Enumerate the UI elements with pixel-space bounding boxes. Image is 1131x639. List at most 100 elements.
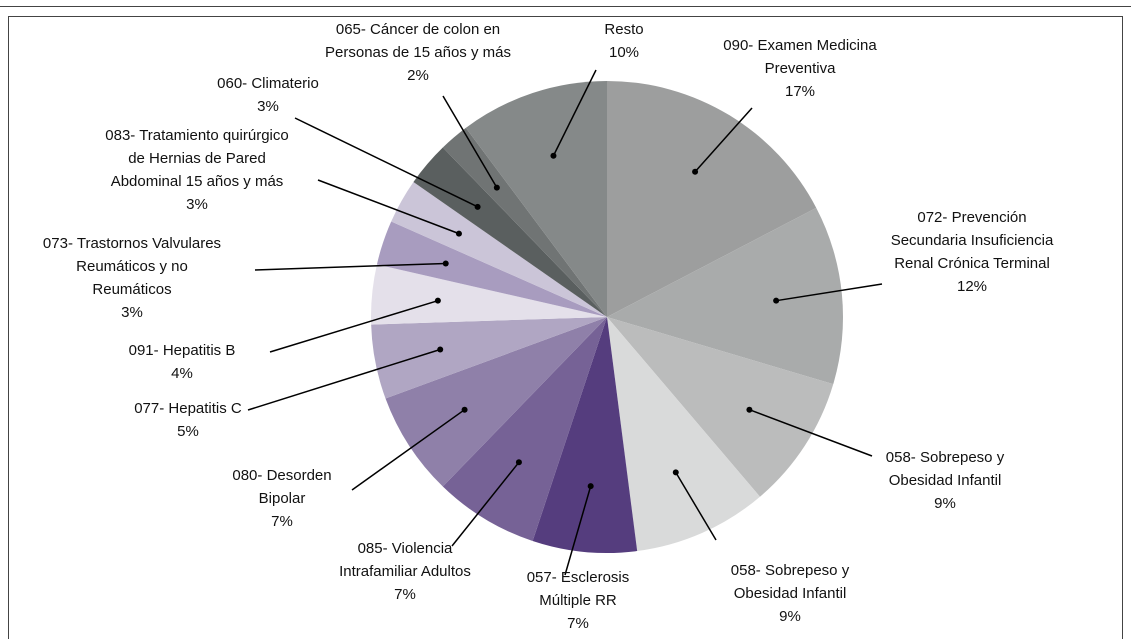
slice-label-line: Obesidad Infantil <box>889 472 1002 489</box>
slice-label: 057- Esclerosis Múltiple RR <box>527 569 630 609</box>
leader-line <box>351 409 466 491</box>
slice-label: 091- Hepatitis B <box>129 342 236 359</box>
slice-label: 058- Sobrepeso y Obesidad Infantil <box>731 562 850 602</box>
slice-label: Resto <box>604 21 643 38</box>
slice-label-line: 073- Trastornos Valvulares <box>43 235 221 252</box>
leader-dot <box>493 184 500 191</box>
slice-label-line: de Hernias de Pared <box>128 150 266 167</box>
slice-label: 060- Climaterio <box>217 75 319 92</box>
value-label: 4% <box>171 365 193 382</box>
leader-dot <box>672 469 679 476</box>
pie-slice <box>607 81 817 317</box>
leader-dot <box>692 168 699 175</box>
leader-line <box>247 348 441 411</box>
slice-label: 085- Violencia Intrafamiliar Adultos <box>339 540 471 580</box>
slice-label-line: 080- Desorden <box>232 467 331 484</box>
pie-slice <box>607 207 843 385</box>
slice-label-line: 065- Cáncer de colon en <box>336 21 500 38</box>
slice-label-line: 091- Hepatitis B <box>129 342 236 359</box>
slice-label-line: 058- Sobrepeso y <box>886 449 1005 466</box>
slice-label-line: Bipolar <box>259 490 306 507</box>
leader-line <box>564 485 592 576</box>
leader-dot <box>515 459 522 466</box>
pie-slice <box>391 181 607 317</box>
slice-label-line: Reumáticos y no <box>76 258 188 275</box>
slice-label-line: Secundaria Insuficiencia <box>891 232 1054 249</box>
leader-line <box>694 107 753 173</box>
value-label: 7% <box>567 615 589 632</box>
leader-line <box>552 69 597 157</box>
value-label: 9% <box>934 495 956 512</box>
pie-slice <box>607 317 760 552</box>
leader-dot <box>442 260 449 267</box>
leader-dot <box>474 203 481 210</box>
value-label: 3% <box>186 196 208 213</box>
slice-label-line: 090- Examen Medicina <box>723 37 877 54</box>
pie-slice <box>376 221 607 317</box>
slice-label-line: 060- Climaterio <box>217 75 319 92</box>
value-label: 10% <box>609 44 639 61</box>
leader-dot <box>437 346 444 353</box>
slice-label-line: Preventiva <box>765 60 837 77</box>
leader-line <box>442 95 498 188</box>
leader-line <box>675 471 717 541</box>
slice-label-line: 057- Esclerosis <box>527 569 630 586</box>
slice-label-line: Personas de 15 años y más <box>325 44 511 61</box>
slice-label: 090- Examen Medicina Preventiva <box>723 37 877 77</box>
leader-dot <box>455 230 462 237</box>
value-label: 12% <box>957 278 987 295</box>
leader-dot <box>587 483 594 490</box>
pie-slice <box>385 317 607 487</box>
leader-line <box>776 283 883 302</box>
leader-line <box>294 117 478 208</box>
leader-dot <box>461 406 468 413</box>
value-label: 2% <box>407 67 429 84</box>
leader-line <box>254 262 446 271</box>
leader-dot <box>434 297 441 304</box>
slice-label: 073- Trastornos Valvulares Reumáticos y n… <box>43 235 221 298</box>
slice-label-line: Abdominal 15 años y más <box>111 173 284 190</box>
pie-slice <box>607 317 834 497</box>
value-label: 7% <box>394 586 416 603</box>
slice-label-line: Obesidad Infantil <box>734 585 847 602</box>
value-label: 7% <box>271 513 293 530</box>
leader-line <box>317 179 460 235</box>
value-label: 17% <box>785 83 815 100</box>
slice-label-line: Intrafamiliar Adultos <box>339 563 471 580</box>
pie-slice <box>465 81 607 317</box>
value-label: 5% <box>177 423 199 440</box>
slice-label-line: 058- Sobrepeso y <box>731 562 850 579</box>
leader-dot <box>550 152 557 159</box>
slice-label-line: Múltiple RR <box>539 592 617 609</box>
leader-line <box>749 408 873 457</box>
slice-label-line: 085- Violencia <box>358 540 453 557</box>
leader-dot <box>746 406 753 413</box>
slice-label-line: 077- Hepatitis C <box>134 400 242 417</box>
slice-label-line: Resto <box>604 21 643 38</box>
pie-slice <box>371 317 607 399</box>
pie-slice <box>442 317 607 541</box>
slice-label: 065- Cáncer de colon en Personas de 15 añ… <box>325 21 511 61</box>
value-label: 3% <box>121 304 143 321</box>
frame <box>8 16 1123 639</box>
slice-label: 077- Hepatitis C <box>134 400 242 417</box>
pie-slice <box>371 264 607 325</box>
leader-dot <box>773 297 780 304</box>
pie-slice <box>532 317 638 553</box>
slice-label-line: Renal Crónica Terminal <box>894 255 1050 272</box>
slice-label-line: 072- Prevención <box>917 209 1026 226</box>
slice-label: 083- Tratamiento quirúrgico de Hernias de… <box>105 127 288 190</box>
slice-label-line: Reumáticos <box>92 281 171 298</box>
pie-slice <box>413 147 607 317</box>
leader-line <box>451 461 520 547</box>
slice-label-line: 083- Tratamiento quirúrgico <box>105 127 288 144</box>
slice-label: 072- Prevención Secundaria Insuficiencia R… <box>891 209 1054 272</box>
slice-label: 080- Desorden Bipolar <box>232 467 331 507</box>
value-label: 9% <box>779 608 801 625</box>
value-label: 3% <box>257 98 279 115</box>
pie-slice <box>442 127 607 317</box>
leader-line <box>269 299 439 353</box>
slice-label: 058- Sobrepeso y Obesidad Infantil <box>886 449 1005 489</box>
